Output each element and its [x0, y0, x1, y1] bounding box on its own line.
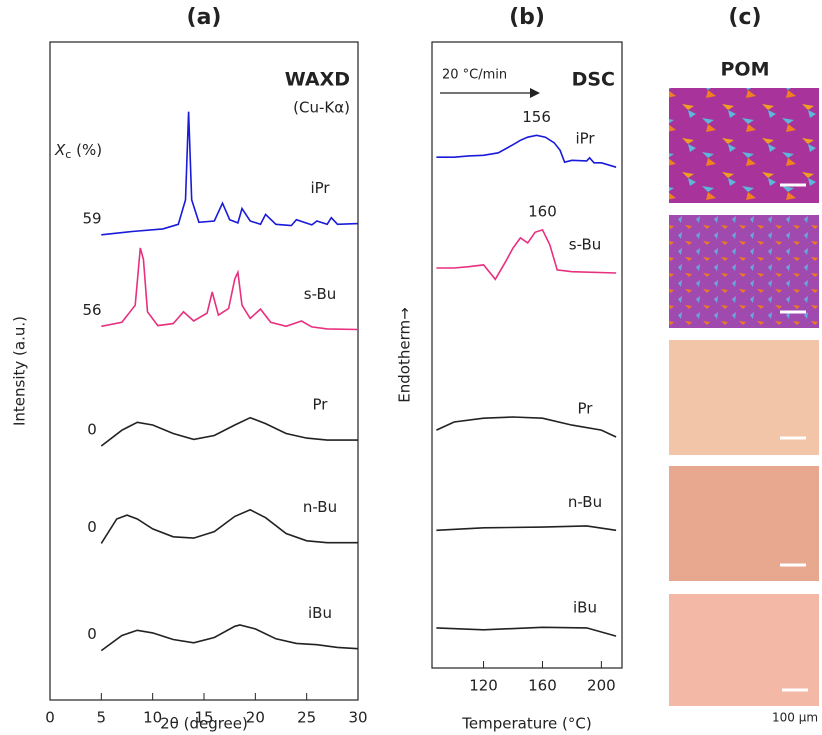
x-axis-label: Temperature (°C): [461, 715, 591, 733]
series-line: [100, 624, 359, 652]
series-name: s-Bu: [304, 285, 337, 303]
annotation-title: Xc (%): [54, 141, 102, 162]
series-line: [100, 508, 358, 544]
note: 20 °C/min: [442, 68, 507, 83]
panel-title: (c): [728, 5, 761, 30]
series-name: Pr: [313, 396, 329, 414]
x-tick-label: 20: [246, 709, 265, 727]
x-tick-label: 0: [45, 709, 55, 727]
x-tick-label: 30: [348, 709, 367, 727]
micrograph: [669, 215, 819, 328]
method-label: WAXD: [285, 69, 350, 91]
y-axis-label: Intensity (a.u.): [11, 316, 29, 426]
x-tick-label: 15: [194, 709, 213, 727]
plot-frame: [431, 41, 623, 669]
symbol: X: [54, 141, 66, 159]
x-tick-label: 25: [297, 709, 316, 727]
pom-heading: POM: [721, 59, 770, 81]
series-line: [436, 416, 617, 438]
micrograph: [669, 466, 819, 581]
xc-value: 56: [82, 301, 101, 319]
panel-title: (a): [187, 5, 222, 30]
series-name: iPr: [310, 179, 330, 197]
series-name: Pr: [578, 400, 594, 418]
series-name: iPr: [575, 130, 595, 148]
xc-value: 0: [87, 421, 97, 439]
series-name: n-Bu: [568, 493, 602, 511]
pom-panel: (c) POM 100 μm: [669, 5, 819, 725]
micrograph: [669, 594, 819, 706]
series-line: [100, 416, 358, 447]
unit: (%): [71, 141, 102, 159]
xc-value: 0: [87, 518, 97, 536]
series-name: iBu: [573, 599, 597, 617]
series-line: [436, 525, 617, 532]
scale-bars: [780, 183, 808, 692]
x-tick-label: 160: [528, 677, 557, 695]
note: (Cu-Kα): [293, 99, 350, 117]
xc-value: 59: [82, 209, 101, 227]
x-tick-label: 10: [143, 709, 162, 727]
series-line: [436, 626, 617, 637]
y-axis-label: Endotherm→: [396, 307, 414, 402]
x-axis-label: 2θ (degree): [160, 715, 248, 733]
series-line: [101, 247, 359, 331]
series-line: [101, 111, 359, 236]
subscript: c: [65, 148, 71, 161]
peak-label: 156: [522, 108, 551, 126]
series-name: iBu: [308, 604, 332, 622]
x-tick-label: 5: [97, 709, 107, 727]
x-tick-label: 200: [587, 677, 616, 695]
xc-value: 0: [87, 625, 97, 643]
peak-label: 160: [528, 202, 557, 220]
micrograph: [669, 340, 819, 455]
series-line: [436, 134, 617, 168]
method-label: DSC: [572, 69, 615, 91]
series-line: [436, 228, 617, 281]
arrow-head: [530, 88, 540, 98]
scale-label: 100 μm: [772, 711, 818, 725]
panel-title: (b): [509, 5, 545, 30]
series-name: s-Bu: [569, 235, 602, 253]
series-name: n-Bu: [303, 498, 337, 516]
x-tick-label: 120: [469, 677, 498, 695]
